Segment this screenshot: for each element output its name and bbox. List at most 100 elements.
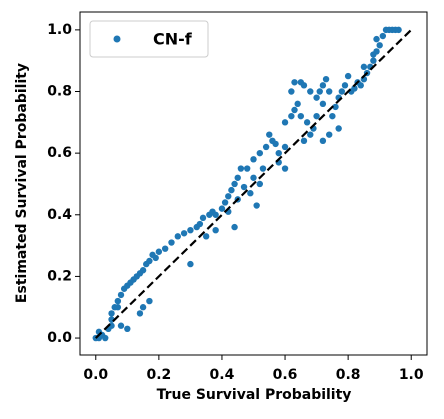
y-tick-label: 0.0 (47, 330, 72, 346)
point (395, 26, 402, 34)
point (180, 230, 188, 237)
legend-box (89, 20, 209, 58)
point (326, 131, 333, 138)
point (319, 137, 327, 145)
point (212, 226, 219, 234)
y-tick-label: 1.0 (47, 22, 72, 38)
point (272, 140, 279, 148)
point (212, 211, 219, 218)
point (275, 149, 282, 157)
x-tick-label: 0.2 (146, 367, 171, 383)
point (146, 257, 153, 265)
point (291, 106, 298, 114)
point (124, 325, 131, 333)
point (174, 233, 181, 240)
point (370, 57, 377, 64)
point (243, 165, 251, 172)
x-axis-label: True Survival Probability (157, 387, 352, 403)
point (300, 137, 308, 145)
point (316, 88, 323, 95)
point (344, 72, 352, 80)
point (376, 42, 383, 49)
point (300, 82, 308, 89)
point (307, 88, 314, 95)
point (250, 156, 257, 163)
point (155, 248, 163, 255)
point (326, 88, 333, 95)
point (256, 180, 264, 188)
point (231, 223, 238, 231)
point (281, 119, 289, 126)
point (228, 186, 235, 194)
legend-marker (113, 35, 121, 43)
reference-line (95, 29, 412, 339)
x-tick-label: 0.8 (336, 367, 361, 383)
y-tick-label: 0.2 (47, 268, 72, 284)
point (335, 125, 342, 132)
x-tick-label: 0.0 (83, 367, 108, 383)
point (114, 304, 122, 311)
point (102, 334, 109, 342)
point (332, 103, 339, 111)
point (218, 205, 226, 212)
point (234, 174, 241, 181)
x-tick-label: 0.6 (273, 367, 298, 383)
point (247, 190, 254, 197)
point (294, 100, 301, 108)
point (319, 82, 327, 89)
point (199, 214, 207, 222)
point (231, 180, 238, 188)
point (139, 304, 147, 311)
y-tick-label: 0.8 (47, 84, 72, 100)
point (108, 310, 115, 317)
y-tick-label: 0.4 (47, 207, 72, 223)
point (322, 75, 330, 83)
point (266, 131, 273, 138)
point (136, 270, 144, 277)
point (357, 82, 364, 89)
point (379, 32, 387, 40)
point (307, 131, 314, 138)
point (291, 79, 298, 86)
point (202, 233, 210, 240)
point (253, 202, 260, 209)
point (319, 100, 327, 108)
point (373, 35, 380, 43)
y-tick-label: 0.6 (47, 145, 72, 161)
point (262, 143, 270, 151)
point (341, 82, 349, 89)
y-axis-label: Estimated Survival Probability (14, 63, 30, 303)
point (259, 165, 267, 172)
point (281, 143, 289, 151)
point (250, 174, 257, 181)
point (360, 63, 368, 71)
point (168, 239, 175, 246)
point (313, 94, 320, 101)
point (288, 88, 295, 95)
point (187, 260, 194, 268)
point (303, 119, 311, 126)
point (117, 291, 125, 299)
legend: CN-f (89, 20, 209, 58)
point (256, 149, 264, 157)
point (313, 112, 320, 120)
point (338, 88, 346, 95)
point (370, 51, 377, 58)
point (240, 183, 248, 191)
point (196, 220, 204, 228)
point (146, 297, 153, 305)
point (221, 199, 229, 206)
legend-label: CN-f (153, 30, 193, 49)
point (237, 165, 245, 172)
point (288, 112, 295, 120)
point (117, 322, 125, 329)
point (136, 310, 144, 317)
point (187, 226, 194, 234)
point (114, 297, 122, 305)
point (297, 112, 305, 120)
point (329, 112, 336, 120)
point (351, 85, 358, 92)
point (152, 254, 159, 262)
point (225, 193, 232, 200)
